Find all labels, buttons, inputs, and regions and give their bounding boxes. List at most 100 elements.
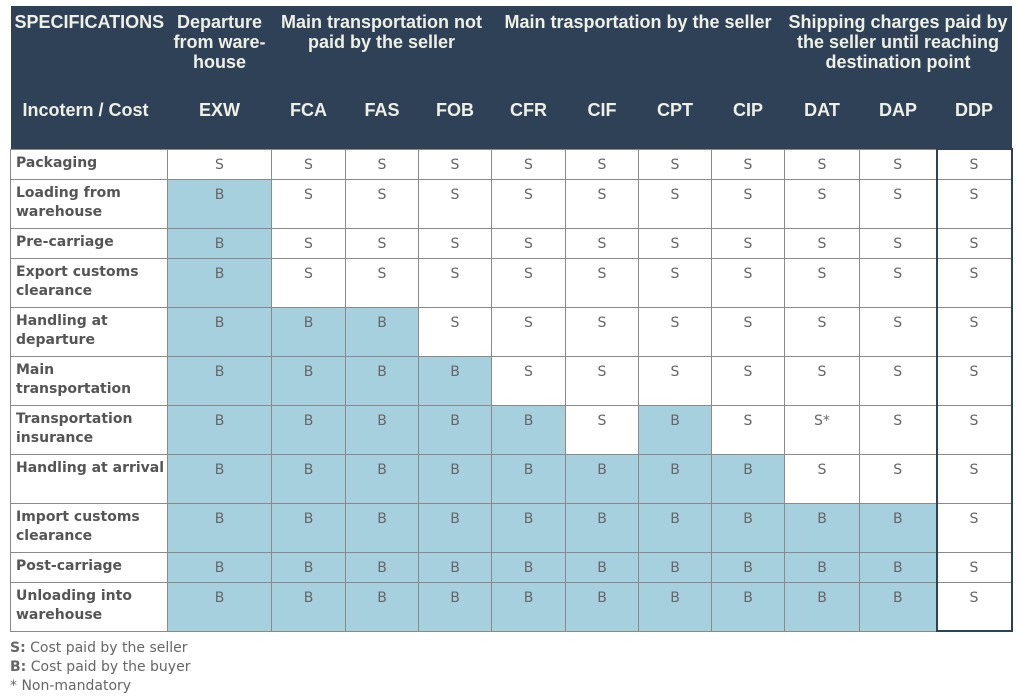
cost-cell: S: [859, 306, 937, 357]
column-heading-cpt: CPT: [638, 100, 712, 149]
cost-cell: B: [271, 355, 346, 406]
cost-cell: S: [565, 178, 639, 229]
legend-buyer: B: Cost paid by the buyer: [10, 659, 191, 675]
column-heading-fca: FCA: [271, 100, 346, 149]
cost-cell: B: [167, 227, 272, 259]
cost-cell: S: [935, 355, 1013, 406]
cost-cell: S: [565, 227, 639, 259]
cost-cell: B: [565, 453, 639, 504]
cost-cell: B: [711, 502, 785, 553]
cost-cell: B: [859, 581, 937, 632]
cost-cell: S: [167, 148, 272, 180]
cost-cell: S: [711, 148, 785, 180]
cost-cell: S: [491, 178, 566, 229]
row-label-heading: Incotern / Cost: [10, 100, 168, 149]
cost-cell: S: [859, 453, 937, 504]
cost-cell: S: [418, 227, 492, 259]
cost-cell: S: [418, 178, 492, 229]
row-label: Main transportation: [10, 355, 168, 406]
cost-cell: B: [271, 453, 346, 504]
incoterms-table: SPECIFICATIONS Departure from ware- hous…: [10, 6, 1013, 632]
table-row: Transportation insurance B B B B B S B S S* S S: [10, 404, 1013, 455]
cost-cell: B: [565, 502, 639, 553]
cost-cell: S: [784, 148, 860, 180]
cost-cell: S: [784, 257, 860, 308]
legend-seller: S: Cost paid by the seller: [10, 640, 188, 656]
cost-cell: S: [491, 227, 566, 259]
cost-cell: B: [711, 551, 785, 583]
legend: S: Cost paid by the seller B: Cost paid …: [10, 639, 190, 696]
column-heading-exw: EXW: [167, 100, 272, 149]
cost-cell: B: [638, 581, 712, 632]
cost-cell: B: [491, 404, 566, 455]
cost-cell: S: [638, 178, 712, 229]
cost-cell: B: [711, 581, 785, 632]
column-heading-cfr: CFR: [491, 100, 566, 149]
cost-cell: B: [271, 551, 346, 583]
row-label: Import customs clearance: [10, 502, 168, 553]
table-row: Pre-carriage B S S S S S S S S S S: [10, 227, 1013, 259]
cost-cell: B: [784, 581, 860, 632]
cost-cell: B: [345, 453, 419, 504]
column-group-heading: Departure from ware- house: [167, 6, 272, 100]
column-heading-cif: CIF: [565, 100, 639, 149]
legend-note: * Non-mandatory: [10, 678, 132, 694]
cost-cell: B: [491, 453, 566, 504]
table-row: Loading from warehouse B S S S S S S S S S S: [10, 178, 1013, 229]
cost-cell: S: [491, 257, 566, 308]
row-label: Post-carriage: [10, 551, 168, 583]
cost-cell: B: [491, 551, 566, 583]
cost-cell: S: [345, 178, 419, 229]
cost-cell: S: [859, 227, 937, 259]
cost-cell: B: [418, 404, 492, 455]
cost-cell: S: [491, 148, 566, 180]
cost-cell: B: [491, 502, 566, 553]
cost-cell: B: [345, 404, 419, 455]
column-group-heading: Main transportation not paid by the sell…: [271, 6, 492, 100]
cost-cell: S: [935, 404, 1013, 455]
column-heading-ddp: DDP: [936, 100, 1012, 149]
column-heading-dap: DAP: [859, 100, 937, 149]
cost-cell: B: [167, 551, 272, 583]
column-group-heading: Shipping charges paid by the seller unti…: [784, 6, 1012, 100]
column-heading-cip: CIP: [711, 100, 785, 149]
cost-cell: B: [418, 502, 492, 553]
cost-cell: S: [935, 502, 1013, 553]
cost-cell: S: [935, 227, 1013, 259]
cost-cell: S: [859, 404, 937, 455]
table-row: Handling at arrival B B B B B B B B S S S: [10, 453, 1013, 504]
cost-cell: B: [167, 453, 272, 504]
cost-cell: B: [784, 502, 860, 553]
cost-cell: S: [784, 453, 860, 504]
cost-cell: B: [784, 551, 860, 583]
cost-cell: S: [935, 551, 1013, 583]
cost-cell: S: [711, 355, 785, 406]
cost-cell: B: [638, 551, 712, 583]
cost-cell: S: [491, 306, 566, 357]
row-label: Transportation insurance: [10, 404, 168, 455]
cost-cell: B: [418, 551, 492, 583]
cost-cell: B: [345, 355, 419, 406]
row-label: Packaging: [10, 148, 168, 180]
cost-cell: B: [345, 551, 419, 583]
cost-cell: S: [638, 306, 712, 357]
column-heading-fas: FAS: [345, 100, 419, 149]
cost-cell: S: [565, 257, 639, 308]
cost-cell: S: [638, 227, 712, 259]
cost-cell: B: [167, 178, 272, 229]
row-label: Unloading into warehouse: [10, 581, 168, 632]
cost-cell: B: [271, 306, 346, 357]
cost-cell: B: [271, 404, 346, 455]
cost-cell: S: [935, 257, 1013, 308]
cost-cell: B: [638, 404, 712, 455]
cost-cell: S: [935, 178, 1013, 229]
cost-cell: S: [711, 257, 785, 308]
column-heading-fob: FOB: [418, 100, 492, 149]
cost-cell: S: [345, 227, 419, 259]
cost-cell: B: [271, 581, 346, 632]
table-row: Unloading into warehouse B B B B B B B B B B S: [10, 581, 1013, 632]
cost-cell: S*: [784, 404, 860, 455]
cost-cell: B: [491, 581, 566, 632]
cost-cell: B: [167, 257, 272, 308]
table-row: Main transportation B B B B S S S S S S S: [10, 355, 1013, 406]
